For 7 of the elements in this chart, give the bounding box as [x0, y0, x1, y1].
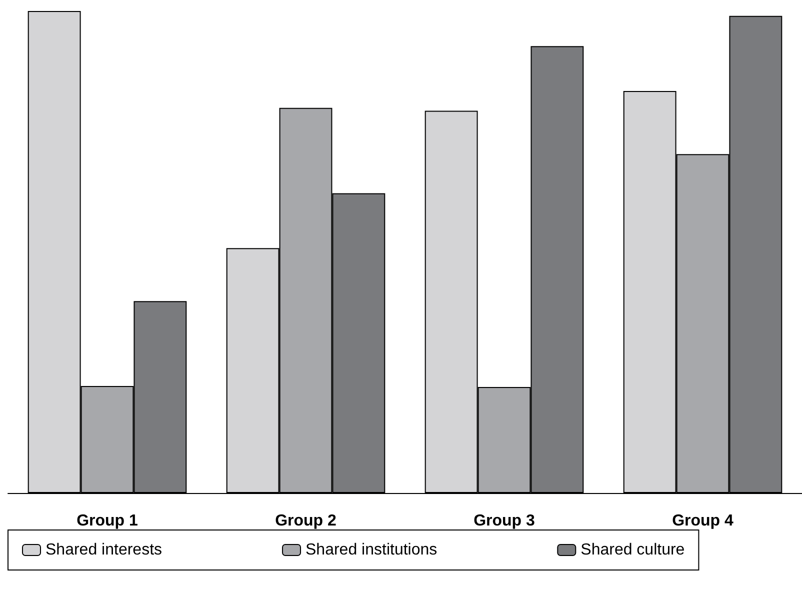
- legend-label: Shared interests: [46, 542, 162, 558]
- x-tick-label: Group 2: [275, 512, 337, 530]
- x-tick-label: Group 4: [672, 512, 734, 530]
- legend-label: Shared culture: [580, 542, 685, 558]
- legend-label: Shared institutions: [306, 542, 438, 558]
- x-tick-label: Group 3: [474, 512, 536, 530]
- x-tick-label: Group 1: [76, 512, 138, 530]
